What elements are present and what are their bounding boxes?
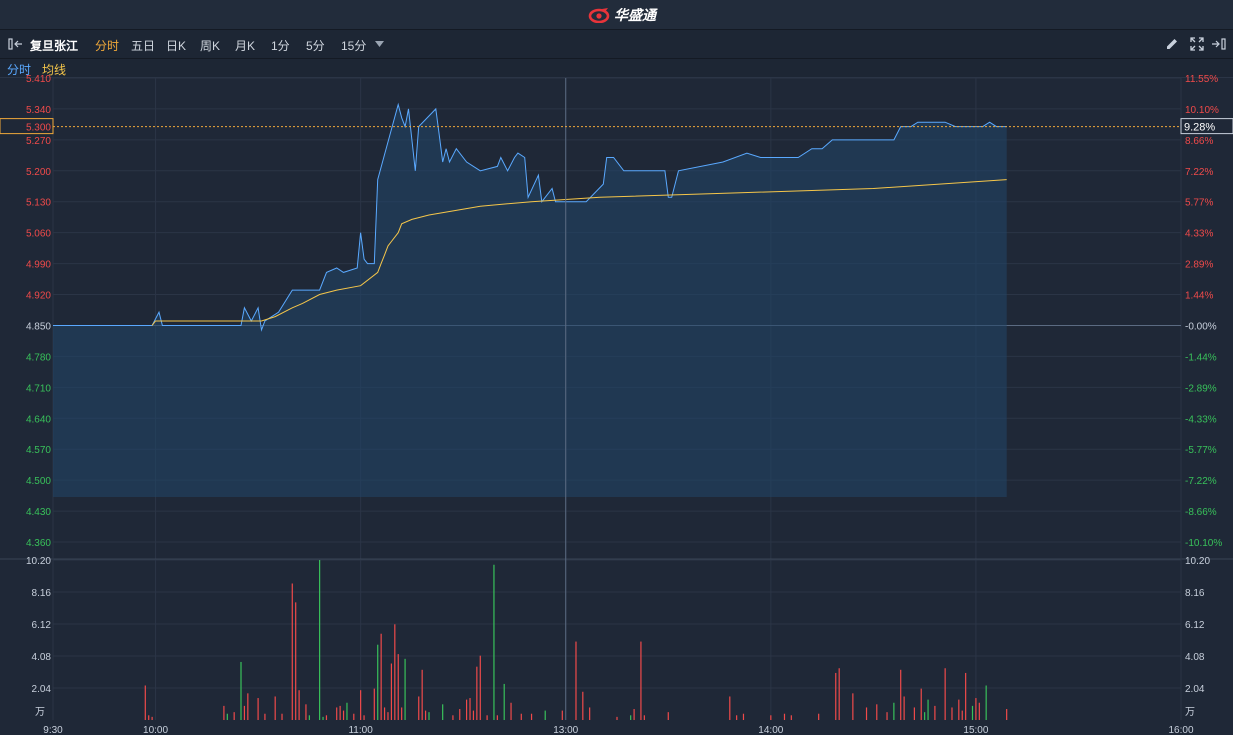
chart-toolbar: 复旦张江 分时 五日 日K 周K 月K 1分 5分 15分 <box>0 30 1233 59</box>
time-tick-label: 9:30 <box>43 725 63 735</box>
percent-tick-label: 10.10% <box>1185 105 1219 116</box>
percent-tick-label: -8.66% <box>1185 507 1217 518</box>
price-tick-label: 5.340 <box>26 105 51 116</box>
price-tick-label: 4.780 <box>26 352 51 363</box>
average-line <box>151 179 1007 326</box>
volume-tick-label: 4.08 <box>32 652 52 663</box>
crosshair-price-label: 5.300 <box>26 123 51 134</box>
volume-tick-label-right: 8.16 <box>1185 588 1205 599</box>
volume-tick-label: 6.12 <box>32 620 52 631</box>
tab-five-day[interactable]: 五日 <box>131 39 156 53</box>
tab-daily-k[interactable]: 日K <box>166 39 187 53</box>
crosshair-percent-label: 9.28% <box>1184 122 1215 134</box>
price-tick-label: 4.710 <box>26 383 51 394</box>
chevron-down-icon[interactable] <box>375 41 384 47</box>
crosshair-percent-box <box>1180 118 1233 135</box>
percent-tick-label: -4.33% <box>1185 414 1217 425</box>
volume-tick-label-right: 6.12 <box>1185 620 1205 631</box>
tab-15min[interactable]: 15分 <box>341 39 367 53</box>
app-header: 华盛通 <box>0 0 1233 30</box>
percent-tick-label: 8.66% <box>1185 136 1213 147</box>
tab-5min[interactable]: 5分 <box>306 39 325 53</box>
volume-tick-label: 10.20 <box>26 556 51 567</box>
time-tick-label: 15:00 <box>963 725 988 735</box>
collapse-panel-icon[interactable] <box>8 38 24 50</box>
volume-tick-label: 2.04 <box>32 684 52 695</box>
huashengtong-logo-icon <box>588 8 610 23</box>
price-tick-label: 4.850 <box>26 321 51 332</box>
app-logo: 华盛通 <box>588 5 656 25</box>
fullscreen-icon[interactable] <box>1190 37 1204 51</box>
price-tick-label: 4.430 <box>26 507 51 518</box>
percent-tick-label: -1.44% <box>1185 352 1217 363</box>
time-tick-label: 13:00 <box>553 725 578 735</box>
price-tick-label: 5.130 <box>26 198 51 209</box>
percent-tick-label: 4.33% <box>1185 229 1213 240</box>
time-tick-label: 10:00 <box>143 725 168 735</box>
percent-tick-label: 7.22% <box>1185 167 1213 178</box>
percent-tick-label: -10.10% <box>1185 538 1222 549</box>
tab-monthly-k[interactable]: 月K <box>235 39 256 53</box>
percent-tick-label: -0.00% <box>1185 321 1217 332</box>
crosshair-price-box <box>0 118 54 135</box>
percent-tick-label: 2.89% <box>1185 260 1213 271</box>
volume-tick-label-right: 4.08 <box>1185 652 1205 663</box>
volume-unit-label: 万 <box>35 707 45 718</box>
percent-tick-label: -5.77% <box>1185 445 1217 456</box>
price-tick-label: 5.270 <box>26 136 51 147</box>
price-line <box>53 102 1007 332</box>
time-tick-label: 14:00 <box>758 725 783 735</box>
price-tick-label: 5.410 <box>26 74 51 85</box>
stock-name: 复旦张江 <box>30 39 79 53</box>
volume-unit-label-right: 万 <box>1185 707 1195 718</box>
price-tick-label: 4.640 <box>26 414 51 425</box>
percent-tick-label: 11.55% <box>1185 74 1218 85</box>
volume-tick-label: 8.16 <box>32 588 52 599</box>
percent-tick-label: -2.89% <box>1185 383 1217 394</box>
price-tick-label: 4.500 <box>26 476 51 487</box>
app-logo-text: 华盛通 <box>614 7 656 23</box>
volume-tick-label-right: 2.04 <box>1185 684 1205 695</box>
volume-tick-label-right: 10.20 <box>1185 556 1210 567</box>
price-tick-label: 4.570 <box>26 445 51 456</box>
price-tick-label: 4.990 <box>26 260 51 271</box>
tab-1min[interactable]: 1分 <box>271 39 290 53</box>
legend-price-line: 分时 <box>7 63 32 77</box>
price-tick-label: 4.920 <box>26 291 51 302</box>
tab-weekly-k[interactable]: 周K <box>200 39 221 53</box>
price-tick-label: 5.200 <box>26 167 51 178</box>
percent-tick-label: 1.44% <box>1185 291 1213 302</box>
expand-panel-icon[interactable] <box>1211 38 1227 50</box>
legend-average-line: 均线 <box>42 63 67 77</box>
time-tick-label: 11:00 <box>348 725 373 735</box>
tab-intraday[interactable]: 分时 <box>95 39 120 53</box>
price-tick-label: 4.360 <box>26 538 51 549</box>
percent-tick-label: -7.22% <box>1185 476 1217 487</box>
percent-tick-label: 5.77% <box>1185 198 1213 209</box>
price-area-fill <box>53 104 1007 497</box>
pencil-icon[interactable] <box>1165 37 1179 51</box>
price-tick-label: 5.060 <box>26 229 51 240</box>
time-tick-label: 16:00 <box>1168 725 1193 735</box>
